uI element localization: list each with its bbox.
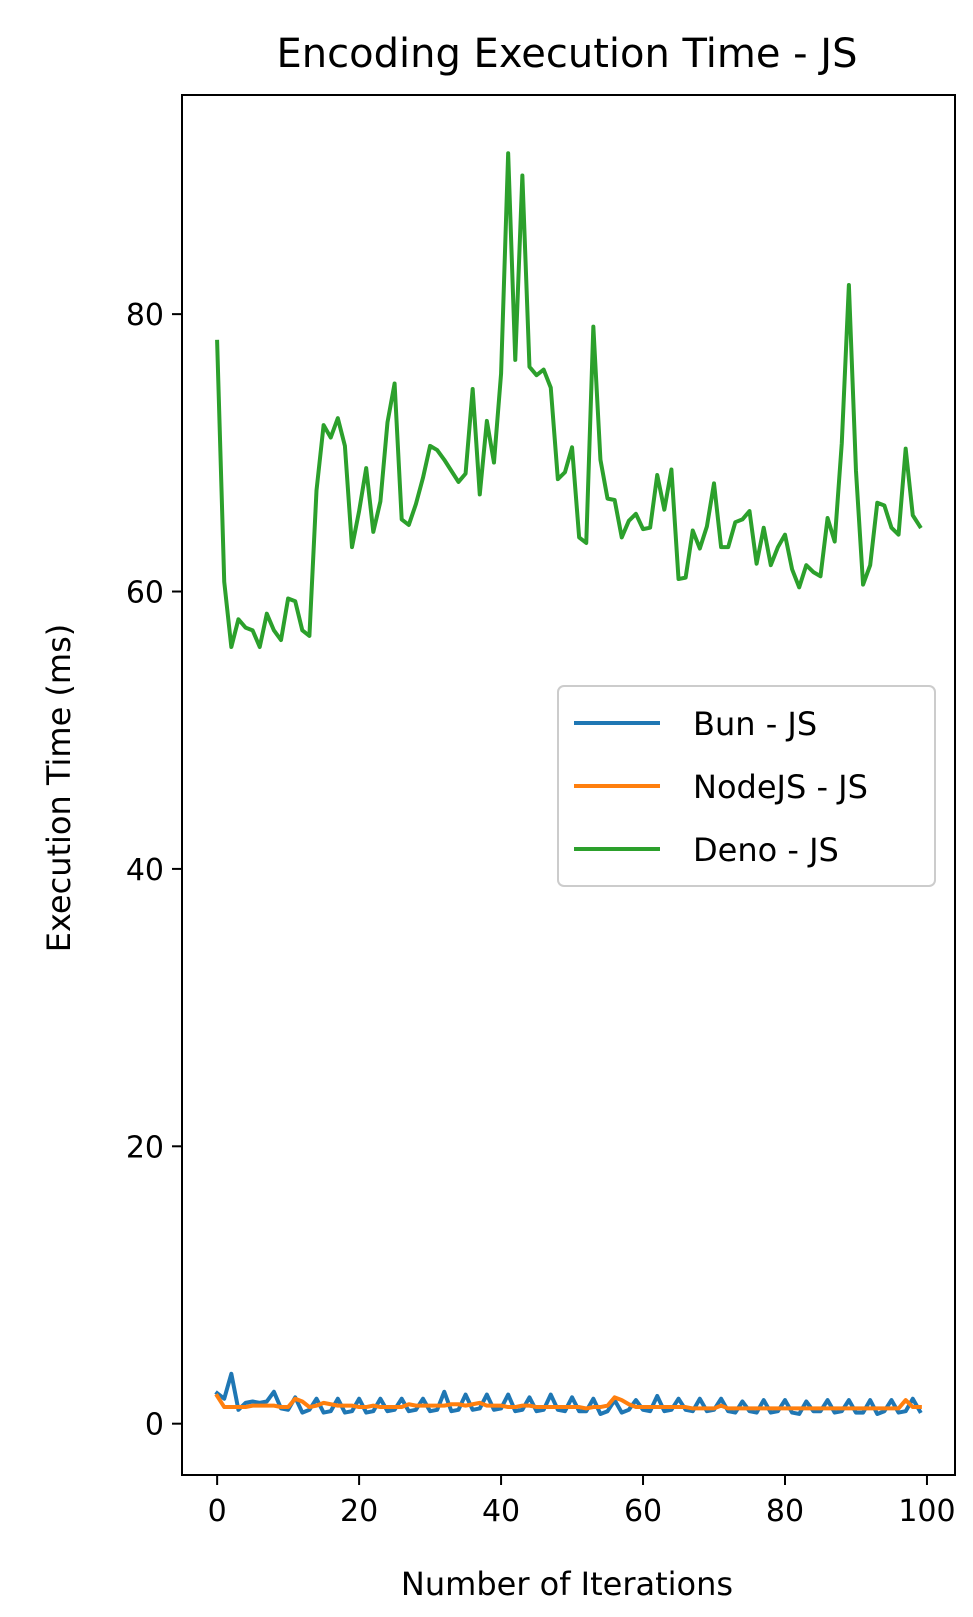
series-line-1 bbox=[214, 1393, 922, 1411]
x-tick-label: 100 bbox=[898, 1494, 955, 1529]
legend-label: Deno - JS bbox=[693, 831, 839, 869]
y-tick-label: 0 bbox=[145, 1408, 164, 1443]
y-axis-label: Execution Time (ms) bbox=[40, 624, 78, 953]
legend-box bbox=[557, 685, 936, 887]
x-tick-label: 20 bbox=[340, 1494, 378, 1529]
x-tick-label: 0 bbox=[208, 1494, 227, 1529]
legend-label: Bun - JS bbox=[693, 705, 817, 743]
chart-title: Encoding Execution Time - JS bbox=[277, 31, 858, 77]
x-axis-label: Number of Iterations bbox=[401, 1565, 733, 1603]
series-line-2 bbox=[215, 151, 923, 649]
y-tick-label: 20 bbox=[126, 1130, 164, 1165]
y-tick-label: 60 bbox=[126, 576, 164, 611]
x-tick-label: 40 bbox=[482, 1494, 520, 1529]
legend-label: NodeJS - JS bbox=[693, 768, 868, 806]
x-tick-label: 60 bbox=[624, 1494, 662, 1529]
axes: 0 20 40 60 80 100 0 20 40 60 80 bbox=[126, 94, 956, 1529]
y-tick-label: 80 bbox=[126, 298, 164, 333]
legend: Bun - JS NodeJS - JS Deno - JS bbox=[557, 685, 936, 887]
x-tick-label: 80 bbox=[766, 1494, 804, 1529]
y-tick-label: 40 bbox=[126, 853, 164, 888]
axes-frame bbox=[181, 94, 956, 1476]
plot-area bbox=[214, 151, 923, 1416]
